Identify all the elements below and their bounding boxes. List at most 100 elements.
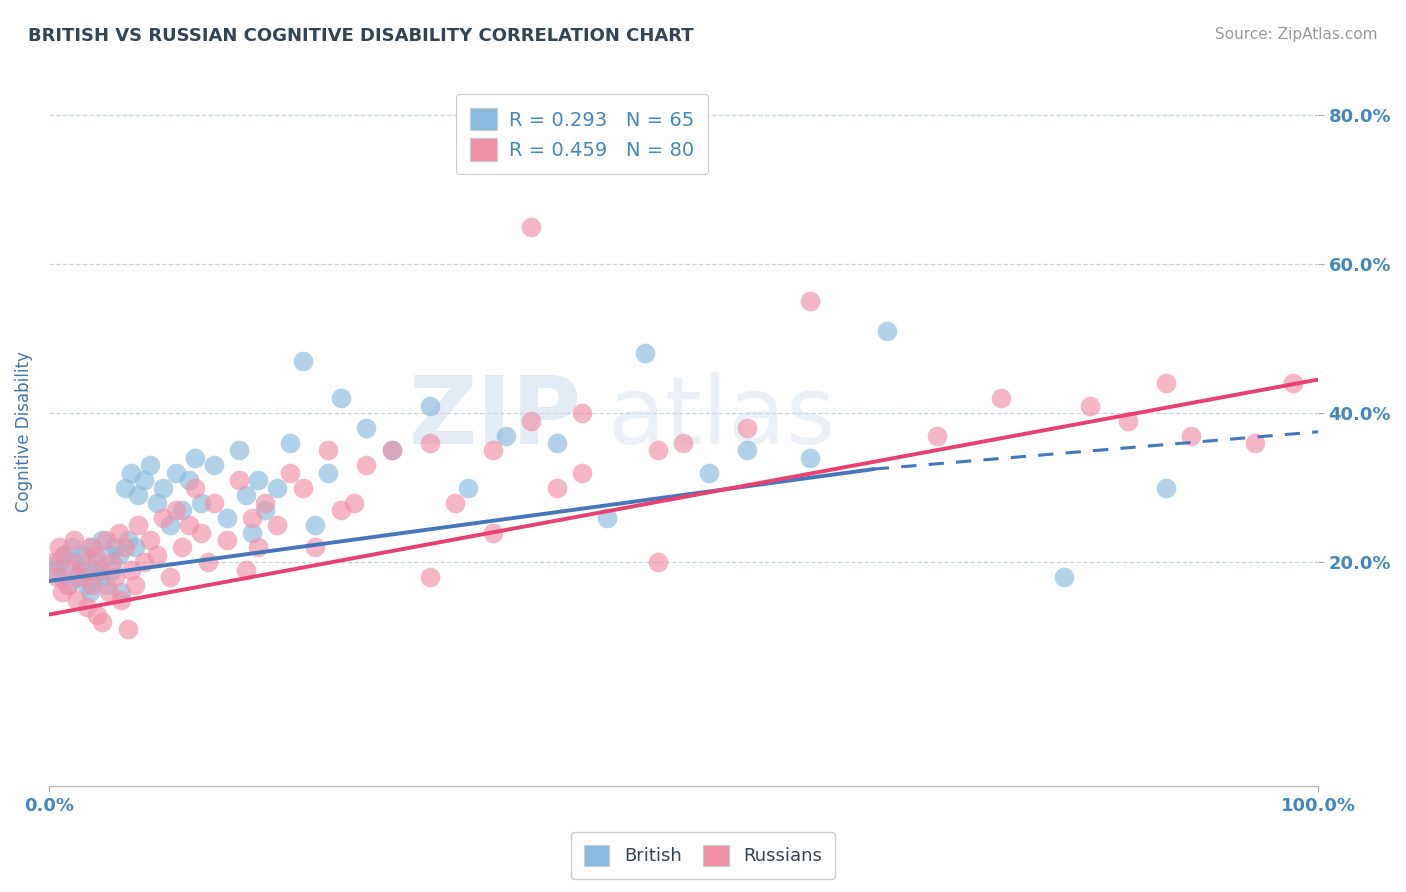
Point [72,548,94,562]
Y-axis label: Cognitive Disability: Cognitive Disability [15,351,32,512]
Point [134,473,156,487]
Point [165,466,187,480]
Point [647,443,669,458]
Point [596,510,619,524]
Point [42,555,65,569]
Point [329,391,352,405]
Point [127,488,149,502]
Point [114,541,136,555]
Point [482,443,505,458]
Point [1243,436,1265,450]
Point [89,563,111,577]
Point [354,421,377,435]
Point [79,541,101,555]
Point [82,578,104,592]
Point [48,541,70,555]
Point [235,488,257,502]
Point [152,510,174,524]
Point [247,541,270,555]
Point [197,555,219,569]
Point [304,518,326,533]
Point [228,443,250,458]
Point [165,503,187,517]
Point [53,548,76,562]
Point [316,443,339,458]
Point [240,510,263,524]
Point [1116,414,1139,428]
Point [69,563,91,577]
Point [291,354,314,368]
Text: Source: ZipAtlas.com: Source: ZipAtlas.com [1215,27,1378,42]
Point [45,570,67,584]
Point [51,585,73,599]
Point [240,525,263,540]
Point [190,525,212,540]
Point [571,466,593,480]
Point [609,153,631,167]
Point [91,533,114,547]
Point [190,496,212,510]
Point [235,563,257,577]
Point [107,525,129,540]
Point [101,563,124,577]
Point [1180,428,1202,442]
Point [94,533,117,547]
Point [120,563,142,577]
Point [56,578,79,592]
Point [329,503,352,517]
Point [381,443,404,458]
Point [79,585,101,599]
Point [63,555,86,569]
Text: atlas: atlas [607,372,835,464]
Point [291,481,314,495]
Point [97,585,120,599]
Point [266,481,288,495]
Point [104,570,127,584]
Point [278,436,301,450]
Point [990,391,1012,405]
Point [1053,570,1076,584]
Point [117,533,139,547]
Point [152,481,174,495]
Point [44,563,66,577]
Point [60,541,83,555]
Point [927,428,949,442]
Point [139,458,162,473]
Text: BRITISH VS RUSSIAN COGNITIVE DISABILITY CORRELATION CHART: BRITISH VS RUSSIAN COGNITIVE DISABILITY … [28,27,693,45]
Point [184,481,207,495]
Point [482,525,505,540]
Point [253,496,276,510]
Point [66,592,89,607]
Point [202,458,225,473]
Point [876,324,898,338]
Point [546,481,568,495]
Point [672,436,695,450]
Point [1154,481,1177,495]
Point [381,443,404,458]
Point [83,563,105,577]
Point [63,533,86,547]
Point [571,406,593,420]
Point [72,570,94,584]
Point [82,541,104,555]
Point [172,503,194,517]
Point [127,518,149,533]
Point [278,466,301,480]
Point [94,578,117,592]
Point [1154,376,1177,391]
Point [53,548,76,562]
Text: ZIP: ZIP [409,372,582,464]
Point [1078,399,1101,413]
Point [316,466,339,480]
Point [735,421,758,435]
Point [104,541,127,555]
Point [101,555,124,569]
Point [107,548,129,562]
Point [110,592,132,607]
Point [799,450,821,465]
Point [735,443,758,458]
Point [114,481,136,495]
Point [110,585,132,599]
Point [59,563,82,577]
Point [495,428,517,442]
